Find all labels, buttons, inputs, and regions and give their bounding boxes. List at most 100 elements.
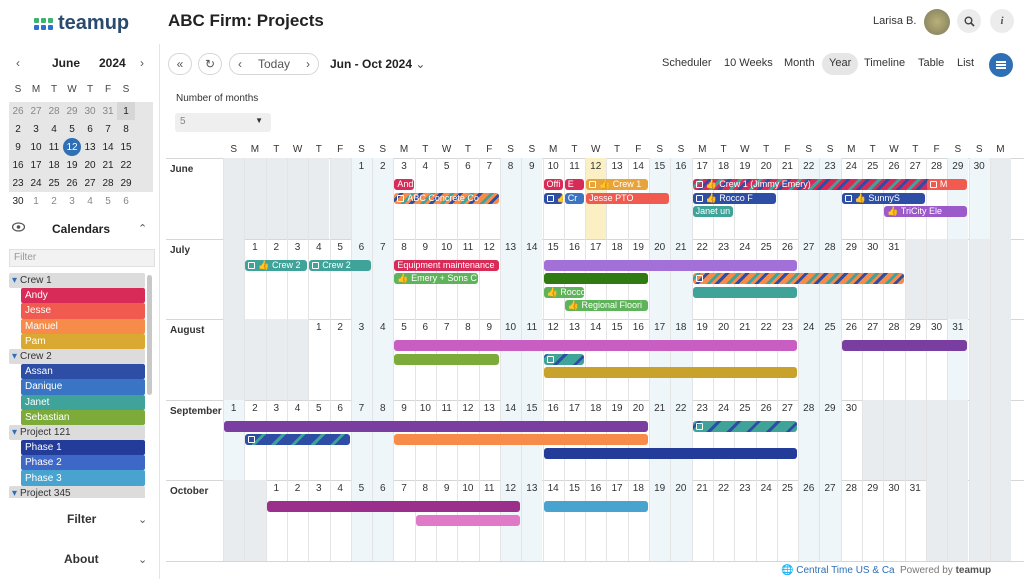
day-number[interactable]: 3 [401, 161, 407, 172]
day-number[interactable]: 23 [739, 483, 751, 494]
day-number[interactable]: 26 [803, 483, 815, 494]
day-cell[interactable] [755, 319, 777, 400]
day-number[interactable]: 5 [358, 483, 365, 494]
event-bar[interactable] [415, 514, 521, 526]
day-cell[interactable] [819, 158, 841, 239]
calendar-group[interactable]: ▾ Crew 1 [9, 273, 145, 289]
day-number[interactable]: 1 [230, 402, 237, 414]
day-number[interactable]: 11 [484, 483, 495, 494]
mini-day[interactable]: 23 [12, 177, 24, 189]
day-cell[interactable] [819, 480, 841, 561]
day-number[interactable]: 25 [760, 241, 772, 253]
event-bar[interactable] [245, 434, 350, 445]
event-bar[interactable] [224, 420, 648, 432]
calendar-filter-input[interactable]: Filter [9, 249, 155, 267]
day-number[interactable]: 28 [824, 241, 836, 253]
day-number[interactable]: 14 [504, 402, 517, 414]
day-number[interactable]: 22 [760, 322, 772, 333]
day-number[interactable]: 26 [888, 161, 900, 172]
day-number[interactable]: 21 [781, 161, 793, 172]
day-number[interactable]: 9 [529, 161, 535, 172]
day-number[interactable]: 20 [632, 402, 644, 414]
day-number[interactable]: 12 [590, 161, 602, 172]
day-cell[interactable] [372, 238, 394, 319]
today-button[interactable]: Today [257, 57, 291, 71]
day-number[interactable]: 16 [590, 483, 602, 494]
event-bar[interactable]: 👍 Rocco [543, 286, 585, 298]
day-number[interactable]: 5 [337, 241, 343, 253]
day-number[interactable]: 2 [294, 483, 301, 494]
day-cell[interactable] [265, 480, 287, 561]
event-bar[interactable] [543, 367, 798, 378]
chevron-down-icon[interactable]: ⌄ [138, 514, 148, 526]
mini-day[interactable]: 18 [48, 159, 60, 171]
day-number[interactable]: 13 [504, 241, 517, 253]
day-number[interactable]: 18 [717, 161, 730, 172]
teamup-logo[interactable]: teamup [34, 12, 129, 35]
day-cell[interactable] [286, 238, 308, 319]
calendar-item[interactable]: Phase 3 [21, 470, 145, 486]
day-number[interactable]: 4 [337, 483, 343, 494]
day-cell[interactable] [308, 480, 329, 561]
mini-day[interactable]: 3 [69, 195, 75, 207]
day-cell[interactable] [286, 480, 308, 561]
day-cell[interactable] [499, 319, 522, 400]
day-number[interactable]: 27 [824, 483, 836, 494]
day-number[interactable]: 11 [462, 241, 474, 253]
day-number[interactable]: 29 [824, 402, 836, 414]
event-bar[interactable]: 👍 Crew 1 (Jimmy Emery) [692, 179, 947, 190]
day-number[interactable]: 12 [462, 402, 474, 414]
caret-down-icon[interactable]: ▾ [12, 275, 18, 287]
day-number[interactable]: 22 [803, 161, 815, 172]
calendar-item[interactable]: Pam [21, 333, 145, 349]
day-number[interactable]: 10 [547, 161, 559, 172]
mini-year[interactable]: 2024 [99, 56, 126, 70]
calendar-item[interactable]: Phase 1 [21, 440, 145, 456]
day-cell[interactable] [670, 238, 692, 319]
day-cell[interactable] [649, 319, 671, 400]
day-cell[interactable] [414, 480, 436, 561]
day-number[interactable]: 23 [696, 402, 708, 414]
day-cell[interactable] [798, 319, 820, 400]
day-number[interactable]: 9 [422, 241, 429, 253]
day-cell[interactable] [585, 319, 606, 400]
day-number[interactable]: 13 [483, 402, 495, 414]
event-bar[interactable] [394, 434, 648, 445]
day-cell[interactable] [798, 480, 820, 561]
day-cell[interactable] [712, 399, 734, 480]
caret-down-icon[interactable]: ▾ [12, 426, 18, 438]
day-number[interactable]: 14 [632, 161, 644, 172]
mini-day[interactable]: 5 [105, 195, 111, 207]
filter-section[interactable]: Filter [67, 512, 97, 526]
eye-icon[interactable] [11, 222, 26, 235]
day-number[interactable]: 3 [316, 483, 322, 494]
day-cell[interactable] [755, 399, 777, 480]
view-timeline[interactable]: Timeline [864, 57, 906, 69]
day-cell[interactable] [393, 399, 414, 480]
day-number[interactable]: 13 [568, 322, 580, 333]
day-cell[interactable] [670, 399, 692, 480]
day-cell[interactable] [904, 480, 926, 561]
day-cell[interactable] [521, 480, 543, 561]
mini-day[interactable]: 31 [102, 105, 114, 117]
day-cell[interactable] [350, 480, 373, 561]
day-cell[interactable] [393, 480, 414, 561]
avatar[interactable] [924, 9, 950, 35]
day-number[interactable]: 17 [590, 241, 602, 253]
mini-day[interactable]: 8 [123, 123, 129, 135]
day-number[interactable]: 1 [316, 322, 322, 333]
mini-day[interactable]: 13 [84, 141, 96, 153]
day-number[interactable]: 28 [845, 483, 857, 494]
timezone-link[interactable]: 🌐 Central Time US & Ca [781, 565, 895, 576]
chevron-left-icon[interactable]: ‹ [238, 57, 242, 71]
calendar-group[interactable]: ▾ Project 121 [9, 424, 145, 441]
day-number[interactable]: 12 [547, 322, 559, 333]
day-cell[interactable] [350, 399, 373, 480]
mini-day[interactable]: 27 [84, 177, 96, 189]
mini-day[interactable]: 26 [66, 177, 78, 189]
mini-day[interactable]: 22 [120, 159, 132, 171]
day-cell[interactable] [776, 158, 798, 239]
day-cell[interactable] [691, 158, 713, 239]
day-number[interactable]: 24 [717, 402, 730, 414]
day-number[interactable]: 20 [654, 241, 666, 253]
